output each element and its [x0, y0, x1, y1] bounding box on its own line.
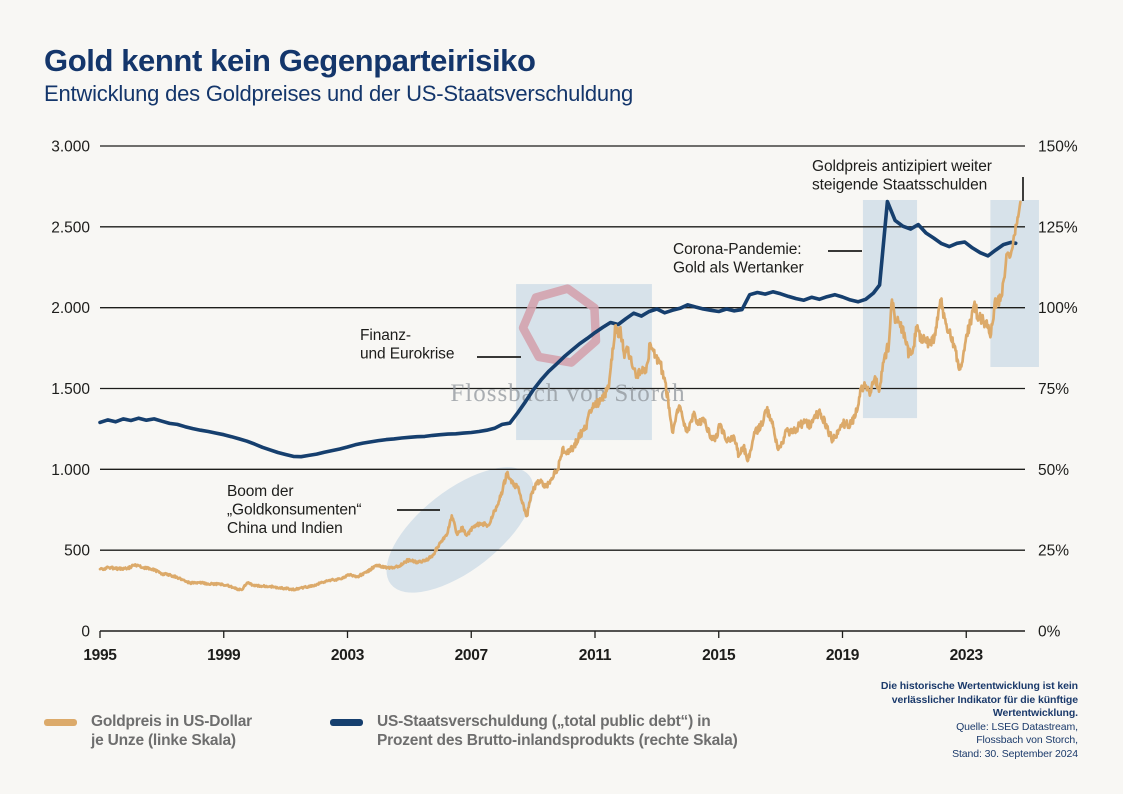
x-axis-label: 2019	[826, 647, 860, 664]
x-axis-label: 2015	[702, 647, 736, 664]
y-axis-right-label: 0%	[1038, 624, 1061, 641]
watermark: Flossbach von Storch	[450, 284, 685, 407]
legend-gold-line1: Goldpreis in US-Dollar	[91, 713, 252, 730]
y-axis-left-label: 500	[64, 543, 90, 560]
debt-line	[98, 199, 1018, 459]
finanz-eurokrise-highlight	[516, 284, 652, 441]
x-axis-label: 2011	[579, 647, 612, 664]
source-line: Stand: 30. September 2024	[952, 747, 1078, 760]
x-axis-label: 2003	[331, 647, 365, 664]
gridlines	[99, 145, 1025, 638]
source-line: Quelle: LSEG Datastream,	[956, 720, 1078, 733]
y-axis-left-label: 0	[81, 624, 90, 641]
finanz-eurokrise-label: Finanz-und Eurokrise	[360, 327, 454, 363]
debt-series-swatch	[330, 719, 363, 726]
annotations: Boom der „Goldkonsumenten“ China und Indie…	[227, 158, 1024, 537]
x-axis-label: 2023	[950, 647, 984, 664]
legend-item-staatsverschuldung: US-Staatsverschuldung („total public deb…	[330, 712, 738, 750]
y-axis-right-label: 50%	[1038, 462, 1069, 479]
gold-series-swatch	[44, 719, 77, 726]
legend-label-goldpreis: Goldpreis in US-Dollar je Unze (linke Sk…	[91, 712, 252, 750]
x-axis-label: 1995	[83, 647, 117, 664]
boom-goldkonsumenten-label: Boom der „Goldkonsumenten“ China und Indie…	[227, 483, 361, 537]
legend-debt-line2: Prozent des Brutto-inlandsprodukts (rech…	[377, 732, 738, 749]
legend-gold-line2: je Unze (linke Skala)	[91, 732, 236, 749]
gold-debt-line-chart: Flossbach von Storch 3.000 150% 2.500 125% 2…	[51, 139, 1078, 665]
y-axis-left-label: 3.000	[51, 139, 90, 156]
gold-line	[98, 200, 1022, 592]
corona-pandemie-label: Corona-Pandemie: Gold als Wertanker	[673, 241, 804, 277]
source-note: Die historische Wertentwicklung ist kein…	[818, 680, 1078, 761]
disclaimer-line: verlässlicher Indikator für die künftige	[891, 693, 1078, 706]
series-lines	[98, 199, 1022, 592]
y-axis-right-label: 150%	[1038, 139, 1078, 156]
legend-label-staatsverschuldung: US-Staatsverschuldung („total public deb…	[377, 712, 738, 750]
goldpreis-antizipiert-label: Goldpreis antizipiert weiter steigende St…	[812, 158, 992, 194]
page-title: Gold kennt kein Gegenparteirisiko	[44, 43, 536, 78]
y-axis-left-label: 1.500	[51, 381, 90, 398]
watermark-text: Flossbach von Storch	[450, 380, 685, 407]
heptagon-logo-icon	[518, 284, 601, 367]
y-axis-right-label: 100%	[1038, 300, 1078, 317]
source-line: Flossbach von Storch,	[976, 734, 1078, 746]
x-axis-label: 2007	[455, 647, 488, 664]
disclaimer-line: Die historische Wertentwicklung ist kein	[880, 680, 1078, 692]
x-axis-label: 1999	[207, 647, 241, 664]
legend-item-goldpreis: Goldpreis in US-Dollar je Unze (linke Sk…	[44, 712, 252, 750]
y-axis-left-label: 2.500	[51, 219, 90, 236]
y-axis-left-label: 1.000	[51, 462, 90, 479]
page-subtitle: Entwicklung des Goldpreises und der US-S…	[44, 81, 634, 106]
legend-debt-line1: US-Staatsverschuldung („total public deb…	[377, 713, 711, 730]
disclaimer-line: Wertentwicklung.	[992, 707, 1078, 719]
y-axis-left-label: 2.000	[51, 300, 90, 317]
chart-header: Gold kennt kein Gegenparteirisiko Entwic…	[44, 44, 633, 107]
axis-labels: 3.000 150% 2.500 125% 2.000 100% 1.500 75% 1.000…	[51, 139, 1078, 665]
y-axis-right-label: 75%	[1038, 381, 1069, 398]
y-axis-right-label: 125%	[1038, 219, 1078, 236]
y-axis-right-label: 25%	[1038, 543, 1069, 560]
